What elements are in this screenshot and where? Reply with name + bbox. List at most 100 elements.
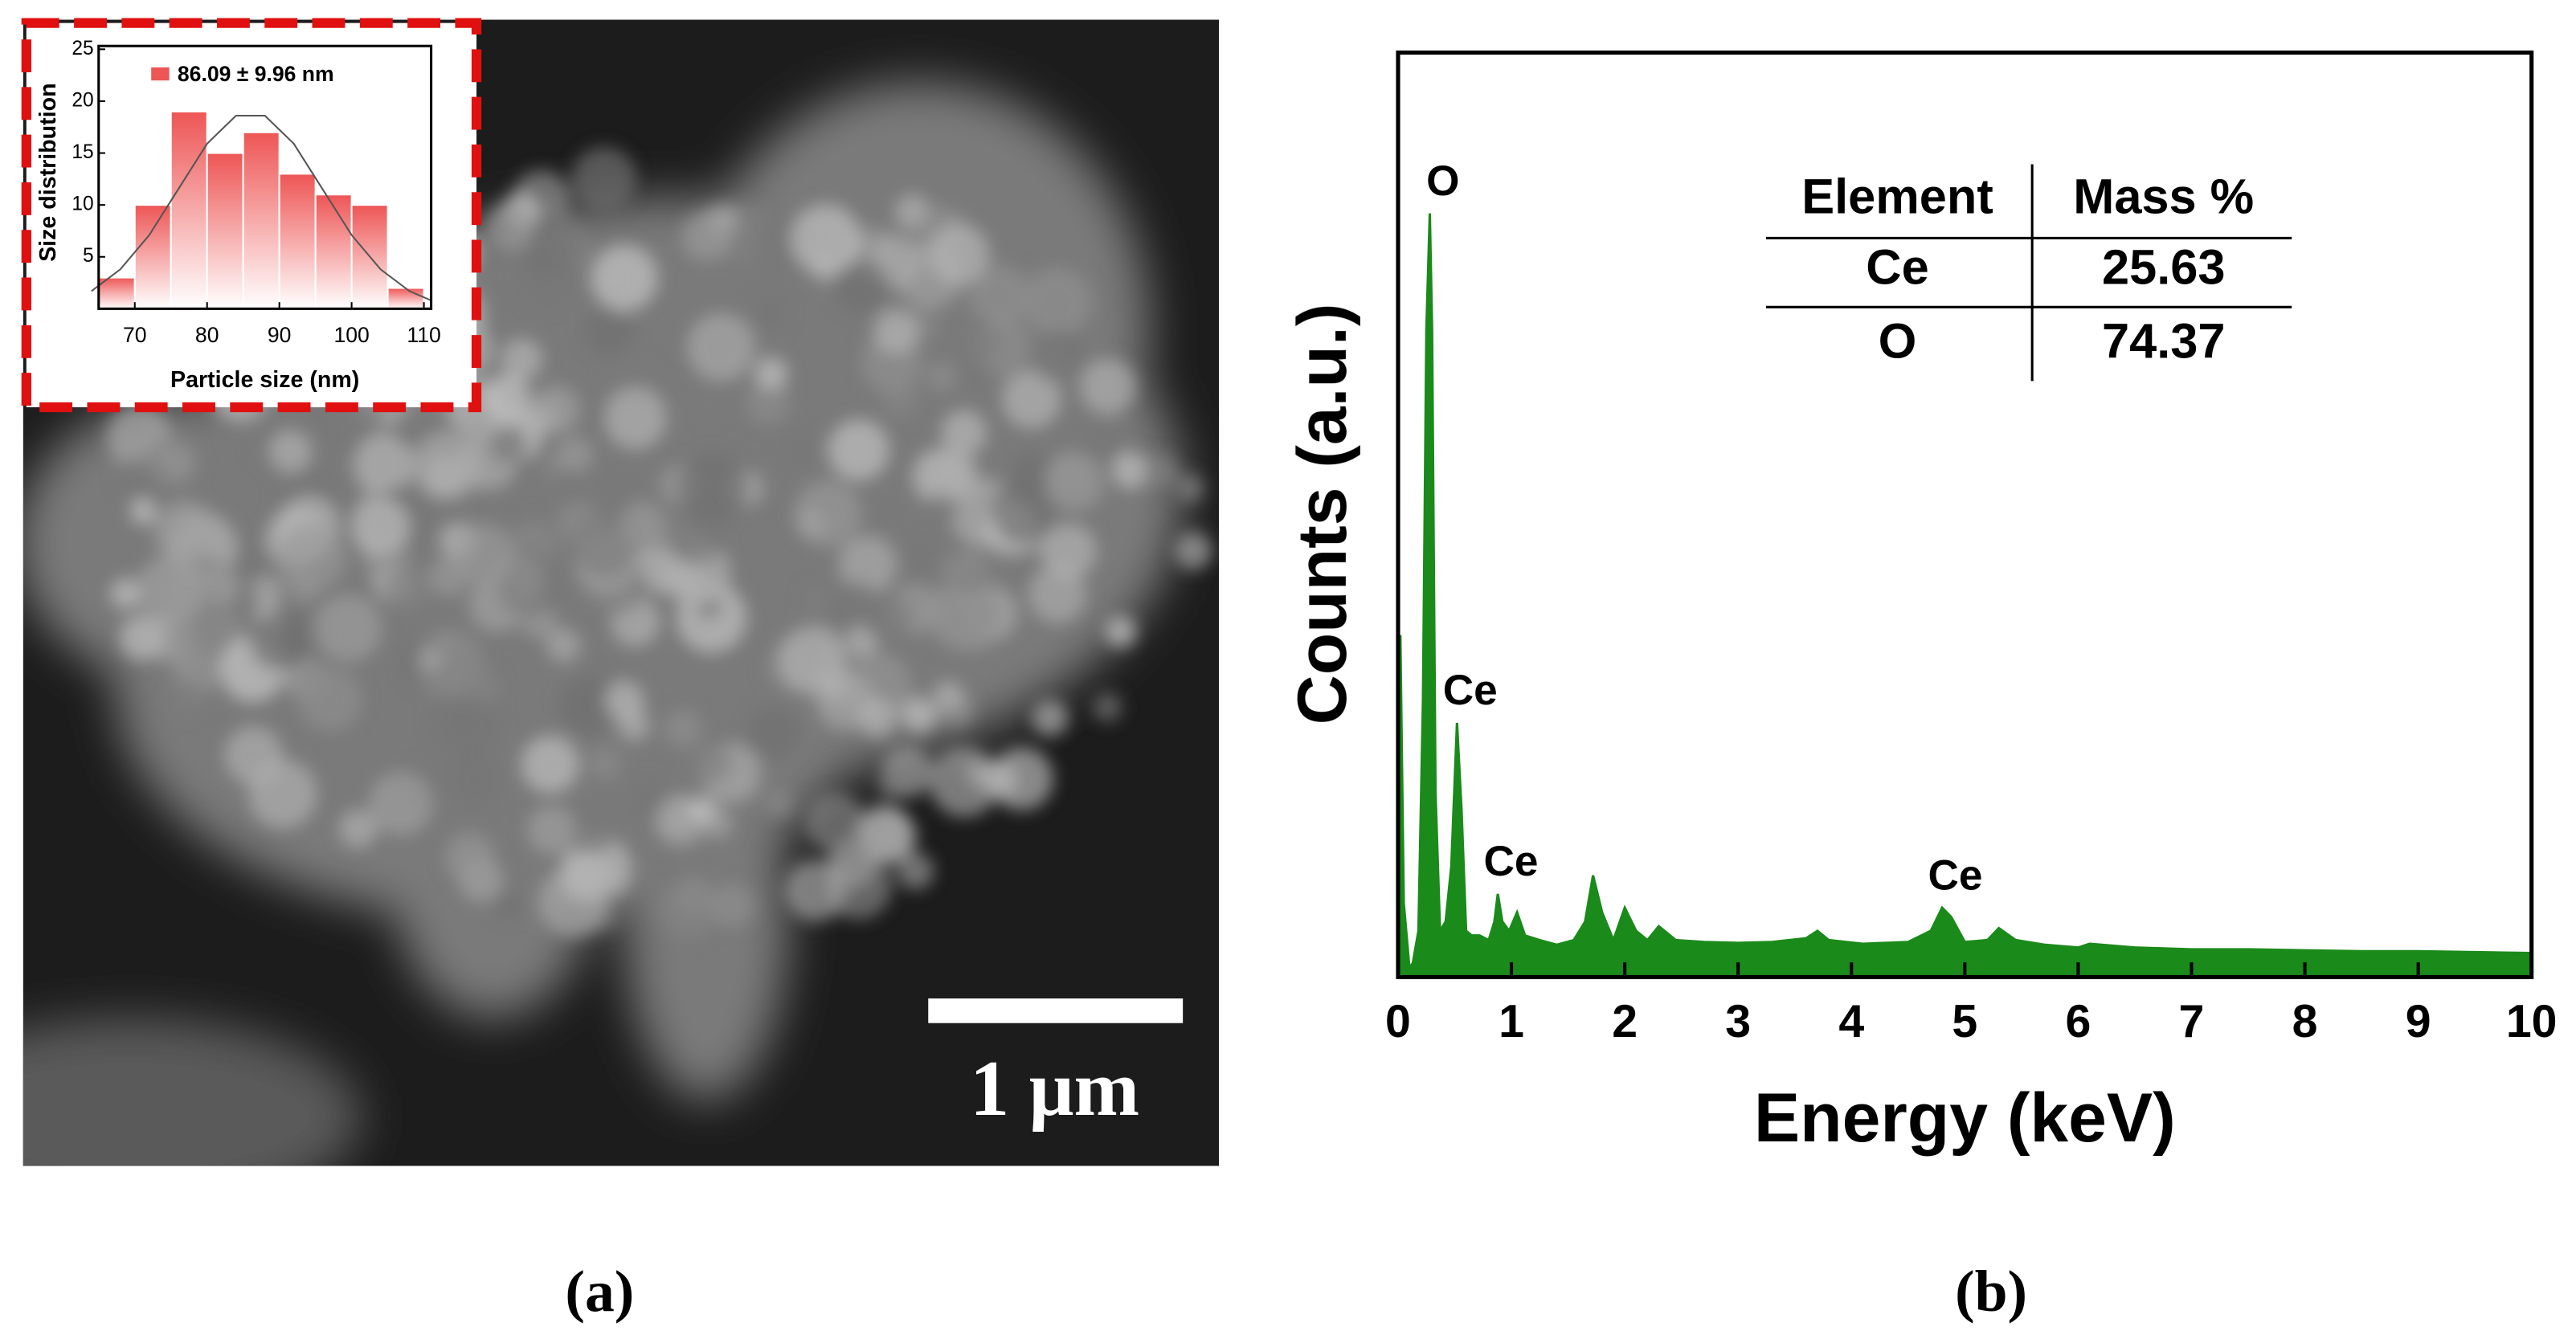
grain (1174, 532, 1212, 570)
scale-bar-label: 1 μm (970, 1046, 1139, 1133)
grain (527, 805, 576, 855)
grain (558, 677, 617, 735)
grain (249, 608, 313, 672)
grain (681, 211, 732, 262)
grain (927, 223, 990, 286)
grain (754, 357, 788, 390)
grain (694, 394, 722, 420)
grain (689, 741, 732, 783)
x-tick-label: 7 (2179, 996, 2205, 1047)
grain (926, 447, 979, 500)
bar (386, 287, 425, 310)
grain (589, 652, 624, 688)
grain (794, 480, 862, 548)
grain (869, 503, 897, 531)
bar (133, 204, 172, 310)
grain (444, 832, 496, 883)
x-axis-label: Particle size (nm) (170, 367, 359, 393)
grain (587, 746, 622, 781)
x-tick-label: 100 (333, 323, 369, 347)
grain (205, 569, 240, 605)
grain (1175, 473, 1204, 503)
grain (929, 746, 1000, 818)
grain (620, 502, 664, 546)
grain (276, 524, 346, 594)
grain (467, 670, 501, 704)
table-cell: O (1879, 313, 1917, 369)
grain (109, 578, 142, 610)
grain (877, 769, 907, 799)
grain (1105, 615, 1137, 648)
grain (838, 535, 898, 594)
grain (933, 680, 963, 711)
peak-label: O (1426, 157, 1459, 205)
grain (129, 498, 157, 525)
grain (136, 554, 206, 624)
spectrum-line (1396, 213, 2532, 978)
grain (224, 726, 284, 786)
grain (752, 294, 788, 331)
x-tick-label: 1 (1499, 996, 1524, 1047)
grain (448, 753, 503, 807)
grain (791, 204, 861, 275)
plot-frame (97, 44, 433, 310)
grain (904, 537, 946, 579)
grain (561, 851, 613, 904)
grain (485, 202, 535, 253)
grain (417, 646, 444, 673)
grain (137, 618, 167, 648)
grain (1034, 345, 1073, 384)
y-tick-label: 20 (72, 89, 93, 111)
grain (686, 312, 756, 382)
grain (313, 594, 382, 663)
grain (350, 497, 410, 557)
grain (782, 431, 818, 467)
x-tick-label: 5 (1952, 996, 1977, 1047)
grain (745, 379, 791, 426)
inset-chart: 70 80 90 100 110 5 10 15 20 25 Particle size (nm) S… (35, 38, 441, 393)
peak-label: Ce (1928, 851, 1983, 899)
grain (170, 680, 205, 715)
bar (206, 152, 244, 310)
y-tick-label: 5 (83, 245, 94, 267)
x-axis-label: Energy (keV) (1754, 1080, 2176, 1157)
grain (778, 626, 848, 696)
grain (652, 856, 681, 884)
grain (546, 627, 581, 663)
x-tick-label: 6 (2065, 996, 2091, 1047)
panel-label: (b) (1955, 1258, 2027, 1324)
x-tick-label: 10 (2506, 996, 2558, 1047)
bar (242, 131, 280, 310)
grain (1080, 358, 1136, 414)
x-tick-label: 4 (1838, 996, 1864, 1047)
grain (232, 663, 264, 694)
y-axis-label: Size distribution (35, 83, 61, 262)
bar (278, 173, 317, 310)
grain (873, 308, 919, 354)
grain (689, 796, 717, 823)
grain (668, 510, 724, 566)
x-tick-label: 0 (1385, 996, 1411, 1047)
grain (862, 594, 913, 644)
grain (857, 699, 898, 738)
table-header: Mass % (2073, 169, 2254, 224)
grain (162, 635, 194, 666)
bar (170, 110, 208, 310)
x-tick-label: 90 (268, 323, 292, 347)
x-tick-label: 70 (123, 323, 147, 347)
peak-label: Ce (1484, 838, 1539, 885)
scale-bar (928, 998, 1184, 1023)
eds-chart: 0 1 2 3 4 5 6 7 8 9 10 Energy (keV) Counts (a.u.) O Ce… (1284, 50, 2558, 1157)
grain (941, 410, 987, 456)
grain (489, 427, 526, 463)
grain (1001, 369, 1061, 429)
grain (1112, 451, 1150, 489)
grain (1142, 453, 1177, 488)
grain (452, 523, 514, 586)
fit-curve (91, 115, 431, 301)
grain (233, 540, 271, 578)
grain (1041, 523, 1097, 579)
grain (936, 311, 998, 373)
grain (1032, 700, 1069, 737)
